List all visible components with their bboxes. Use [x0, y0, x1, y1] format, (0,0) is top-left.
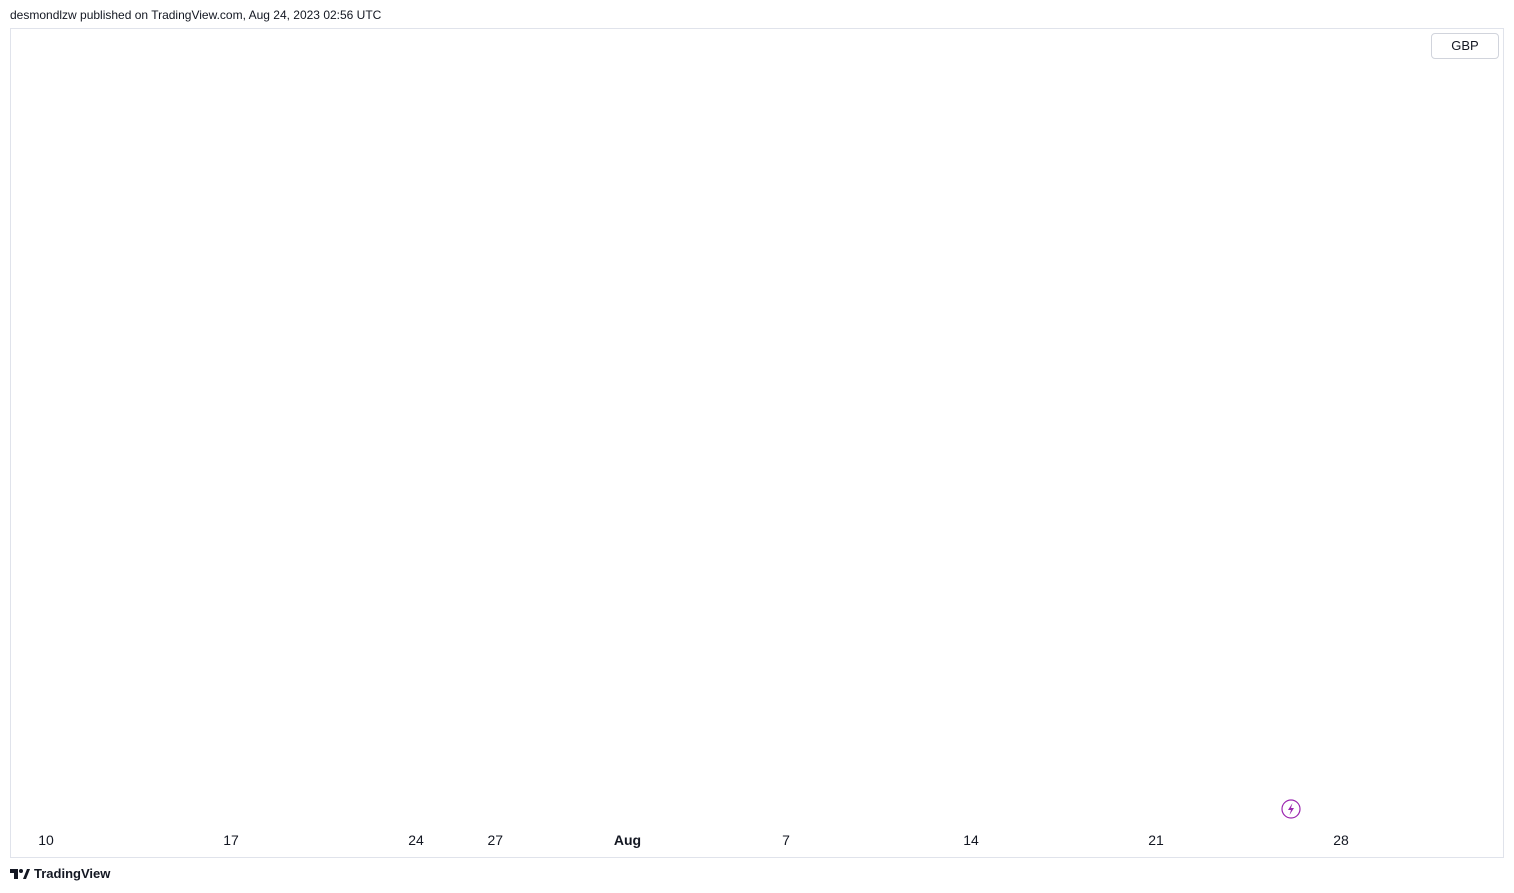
time-tick-label: 28	[1333, 832, 1349, 848]
time-axis: 10 17 24 27 Aug 7 14 21 28	[38, 832, 1349, 848]
footer-brand: TradingView	[34, 866, 111, 881]
time-tick-label: 14	[963, 832, 979, 848]
time-tick-label: Aug	[614, 832, 641, 848]
chart-frame	[10, 28, 1504, 858]
currency-selector[interactable]: GBP	[1431, 33, 1499, 59]
time-tick-label: 17	[223, 832, 239, 848]
publisher-header: desmondlzw published on TradingView.com,…	[10, 8, 382, 22]
time-tick-label: 21	[1148, 832, 1164, 848]
time-tick-label: 10	[38, 832, 54, 848]
time-tick-label: 24	[408, 832, 424, 848]
time-tick-label: 27	[488, 832, 504, 848]
lightning-icon[interactable]	[1281, 799, 1301, 819]
tradingview-logo-icon	[10, 868, 30, 879]
time-tick-label: 7	[782, 832, 790, 848]
tradingview-footer: TradingView	[10, 866, 110, 881]
